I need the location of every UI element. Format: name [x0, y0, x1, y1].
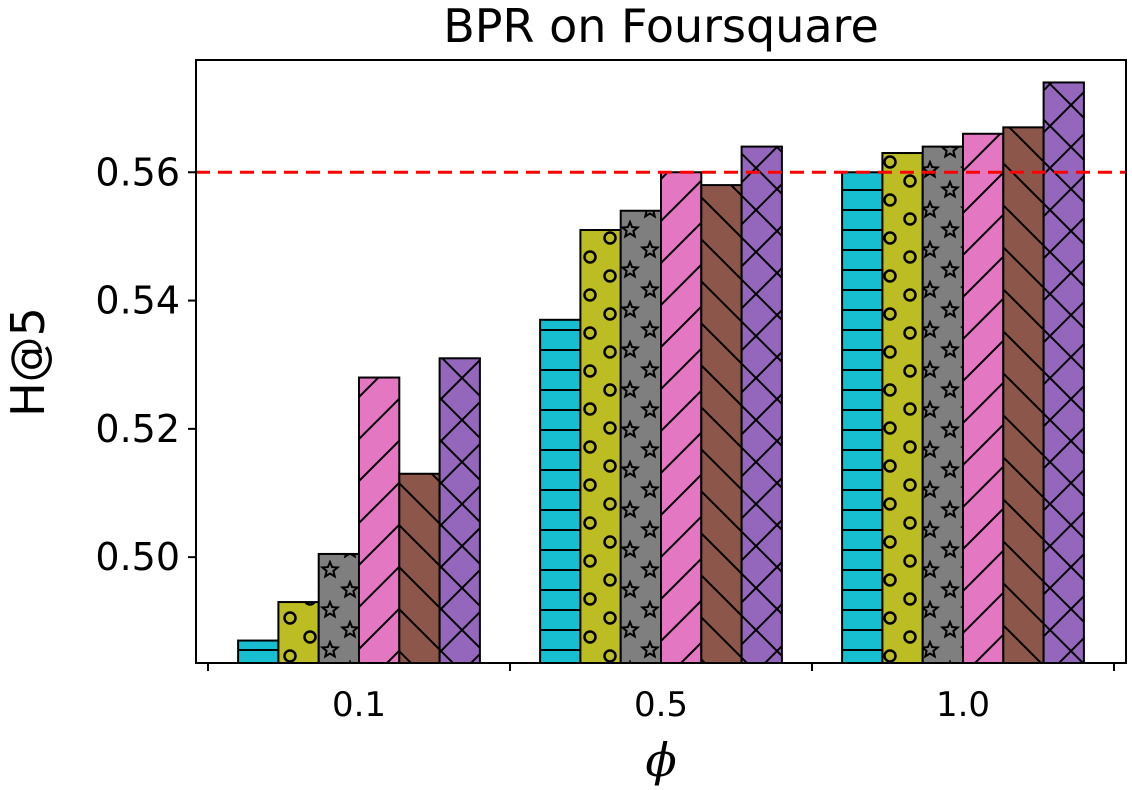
bar-hatch: [962, 132, 1005, 664]
bar-1.0-series-6: [1042, 81, 1085, 664]
x-tick-label: 1.0: [936, 685, 990, 725]
x-axis: 0.1 0.5 1.0: [207, 663, 1115, 725]
x-tick-label: 0.5: [634, 685, 688, 725]
bars-layer: [237, 81, 1085, 665]
bar-1.0-series-5: [1002, 126, 1045, 664]
bar-0.5-series-4: [660, 171, 703, 664]
bar-hatch: [539, 318, 582, 664]
bar-1.0-series-3: [921, 145, 965, 664]
bar-0.1-series-5: [398, 472, 441, 665]
y-tick-label: 0.50: [95, 535, 180, 579]
bar-0.1-series-3: [317, 552, 361, 665]
bar-1.0-series-2: [881, 152, 924, 664]
bar-0.5-series-3: [619, 209, 663, 664]
bar-hatch: [438, 357, 481, 664]
bar-0.5-series-1: [539, 318, 582, 664]
y-axis-label: H@5: [1, 307, 55, 417]
plot-area-frame: [195, 59, 1127, 664]
bar-hatch: [619, 209, 663, 664]
x-tick-label: 0.1: [332, 685, 386, 725]
y-tick-label: 0.56: [95, 150, 180, 194]
bar-hatch: [579, 228, 622, 664]
bar-hatch: [277, 601, 320, 665]
bar-0.1-series-4: [358, 376, 401, 664]
bar-hatch: [660, 171, 703, 664]
bar-hatch: [1042, 81, 1085, 664]
bar-0.1-series-2: [277, 601, 320, 665]
chart-title: BPR on Foursquare: [443, 0, 879, 53]
bar-hatch: [700, 184, 743, 664]
x-axis-label: ϕ: [645, 733, 676, 787]
bar-0.1-series-6: [438, 357, 481, 664]
bar-0.1-series-1: [237, 639, 280, 664]
bar-hatch: [921, 145, 965, 664]
bar-hatch: [237, 639, 280, 664]
bar-hatch: [1002, 126, 1045, 664]
bar-0.5-series-2: [579, 228, 622, 664]
bar-1.0-series-4: [962, 132, 1005, 664]
bar-0.5-series-5: [700, 184, 743, 664]
bar-hatch: [841, 171, 884, 664]
bar-1.0-series-1: [841, 171, 884, 664]
bar-hatch: [317, 552, 361, 665]
bar-hatch: [358, 376, 401, 664]
bar-hatch: [740, 145, 783, 664]
bar-hatch: [881, 152, 924, 664]
y-tick-label: 0.52: [95, 407, 180, 451]
y-tick-label: 0.54: [95, 279, 180, 323]
bar-hatch: [398, 472, 441, 665]
y-axis: 0.50 0.52 0.54 0.56: [95, 150, 196, 579]
bar-0.5-series-6: [740, 145, 783, 664]
